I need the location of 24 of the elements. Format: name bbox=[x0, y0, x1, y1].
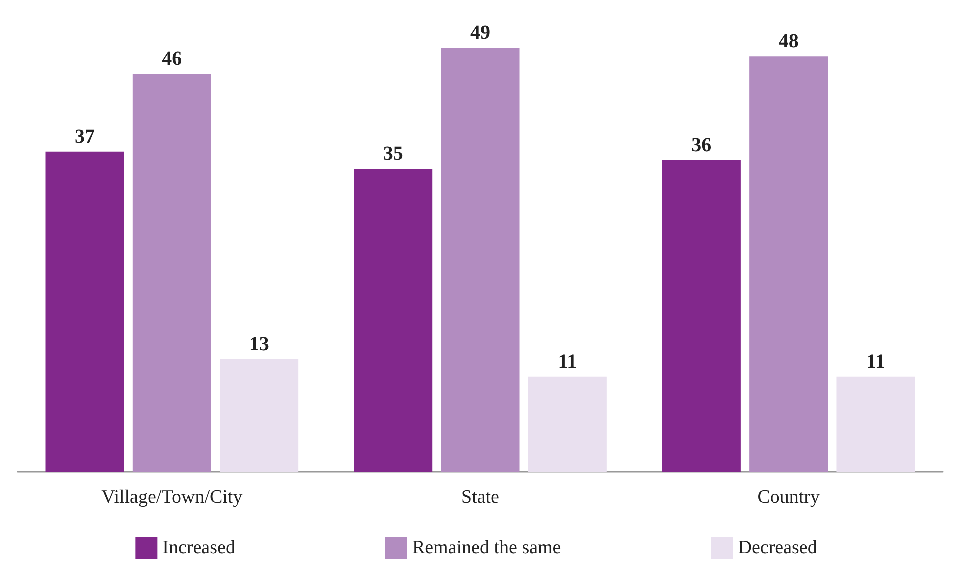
legend-label: Increased bbox=[162, 538, 236, 558]
data-label: 48 bbox=[778, 30, 799, 53]
bar bbox=[662, 160, 741, 472]
legend-label: Decreased bbox=[738, 538, 818, 558]
data-label: 11 bbox=[866, 350, 886, 373]
x-tick-label: Country bbox=[758, 487, 820, 508]
x-tick-label: State bbox=[462, 487, 500, 508]
bar bbox=[750, 56, 828, 472]
x-tick-label: Village/Town/City bbox=[102, 487, 244, 508]
bar bbox=[836, 376, 916, 472]
data-label: 13 bbox=[249, 334, 270, 356]
bar bbox=[354, 169, 433, 472]
bar bbox=[441, 48, 520, 472]
bar bbox=[220, 360, 299, 472]
bar bbox=[132, 74, 212, 472]
data-label: 36 bbox=[692, 134, 712, 156]
data-label: 35 bbox=[383, 143, 404, 166]
data-label: 49 bbox=[470, 22, 490, 44]
data-label: 11 bbox=[558, 350, 578, 373]
legend-label: Remained the same bbox=[412, 538, 562, 558]
data-label: 46 bbox=[162, 48, 182, 70]
bar bbox=[528, 376, 607, 472]
bar bbox=[46, 152, 124, 472]
data-label: 37 bbox=[75, 126, 96, 148]
